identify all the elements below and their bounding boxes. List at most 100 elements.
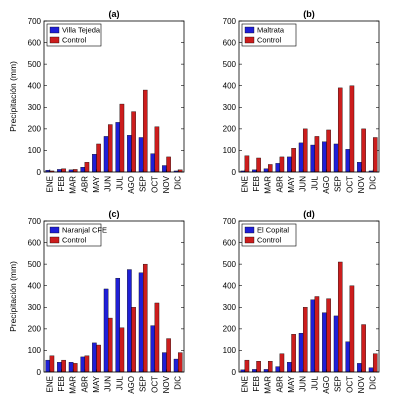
bar-station-dic [368, 367, 374, 373]
legend-swatch-control [49, 36, 60, 44]
legend-swatch-station [244, 26, 255, 34]
y-tick-label: 100 [28, 146, 42, 155]
bar-station-abr [275, 163, 281, 173]
bar-station-oct [345, 341, 351, 373]
x-tick-label: ABR [275, 376, 284, 393]
panel-1: (a) 0 100 200 300 400 500 600 700 Precipitación (… [8, 9, 185, 194]
bar-control-jul [119, 327, 125, 373]
y-tick-label: 200 [28, 325, 42, 334]
bar-control-jun [107, 124, 113, 173]
bar-control-feb [61, 359, 66, 373]
axes-frame [43, 220, 185, 373]
bar-station-sep [333, 315, 339, 373]
bar-control-oct [349, 85, 355, 173]
bar-control-oct [154, 126, 160, 173]
bar-station-mar [263, 168, 269, 173]
x-tick-label: JUN [299, 176, 308, 192]
y-tick-label: 300 [28, 103, 42, 112]
bar-control-ene [244, 359, 250, 373]
y-tick-label: 200 [28, 125, 42, 134]
bar-station-ago [322, 141, 327, 173]
panel-title: (d) [303, 209, 315, 219]
x-tick-label: AGO [322, 176, 331, 194]
bar-station-nov [357, 162, 362, 173]
bar-station-jun [103, 288, 109, 373]
x-tick-label: JUL [310, 175, 319, 190]
y-tick-label: 500 [28, 60, 42, 69]
bar-station-jul [310, 299, 316, 373]
bar-control-ene [49, 355, 55, 373]
bar-control-feb [256, 157, 261, 173]
y-tick-label: 200 [223, 125, 237, 134]
bar-control-nov [361, 324, 366, 373]
y-tick-label: 300 [223, 103, 237, 112]
bar-station-may [287, 362, 292, 373]
bar-control-dic [177, 352, 183, 373]
bar-control-sep [337, 261, 343, 373]
bar-station-abr [275, 366, 281, 373]
x-tick-label: ABR [80, 176, 89, 193]
x-tick-label: OCT [345, 176, 354, 193]
bar-station-may [287, 156, 292, 173]
bar-control-ago [326, 129, 331, 173]
legend-swatch-control [244, 236, 255, 244]
y-tick-label: 100 [223, 346, 237, 355]
bar-control-sep [142, 263, 148, 373]
bar-station-dic [173, 358, 179, 373]
bar-control-may [96, 143, 101, 173]
legend-swatch-control [49, 236, 60, 244]
x-tick-label: NOV [162, 375, 171, 393]
x-tick-label: FEB [252, 176, 261, 192]
axes-frame [43, 20, 185, 173]
bar-control-nov [166, 338, 171, 373]
bar-station-abr [80, 167, 86, 173]
x-tick-label: AGO [322, 376, 331, 394]
x-tick-label: FEB [57, 376, 66, 392]
x-tick-label: OCT [150, 376, 159, 393]
y-axis-label: Precipitación (mm) [8, 261, 18, 332]
legend-swatch-control [244, 36, 255, 44]
bar-station-jul [310, 144, 316, 173]
bar-control-abr [279, 156, 285, 173]
x-tick-label: AGO [127, 176, 136, 194]
bar-station-nov [357, 363, 362, 373]
x-tick-label: ABR [275, 176, 284, 193]
x-tick-label: JUL [115, 175, 124, 190]
bar-station-jul [115, 122, 121, 173]
x-tick-label: JUL [310, 375, 319, 390]
bar-station-jun [103, 136, 109, 173]
x-tick-label: MAY [287, 175, 296, 192]
bar-control-abr [279, 353, 285, 373]
x-tick-label: MAR [69, 176, 78, 194]
x-tick-label: OCT [150, 176, 159, 193]
bar-control-sep [337, 87, 343, 173]
y-tick-label: 400 [223, 282, 237, 291]
bar-station-sep [138, 137, 144, 173]
x-tick-label: DIC [369, 376, 378, 390]
bar-control-jun [302, 307, 308, 373]
y-tick-label: 0 [37, 368, 42, 377]
bar-control-oct [154, 302, 160, 373]
x-tick-label: ABR [80, 376, 89, 393]
x-tick-label: MAR [69, 376, 78, 394]
x-tick-label: FEB [57, 176, 66, 192]
x-tick-label: JUN [299, 376, 308, 392]
x-tick-label: MAY [287, 375, 296, 392]
bar-station-nov [162, 352, 167, 373]
y-tick-label: 700 [223, 217, 237, 226]
y-tick-label: 500 [223, 260, 237, 269]
legend-label-control: Control [257, 236, 282, 245]
legend-label-station: Villa Tejeda [62, 26, 101, 35]
bar-station-oct [150, 153, 156, 173]
bar-station-feb [57, 362, 62, 373]
bar-station-abr [80, 356, 86, 373]
legend-box [46, 23, 102, 47]
y-tick-label: 200 [223, 325, 237, 334]
y-tick-label: 600 [28, 238, 42, 247]
bar-station-jul [115, 277, 121, 373]
